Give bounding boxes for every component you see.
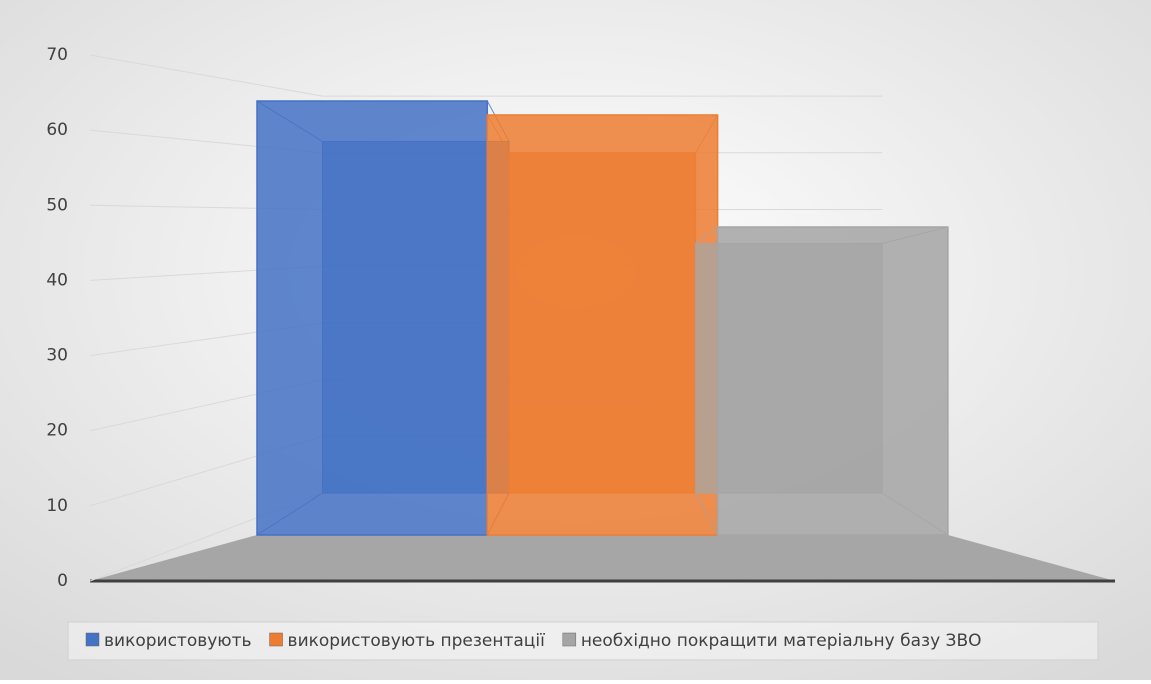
y-tick-label: 10	[46, 496, 68, 516]
legend-swatch	[562, 632, 577, 647]
y-tick-label: 30	[46, 346, 68, 366]
bar-edge	[695, 226, 718, 244]
bar	[486, 114, 719, 536]
legend-swatch	[85, 632, 100, 647]
bar-3d	[256, 100, 510, 536]
y-tick-label: 50	[46, 195, 68, 215]
legend-label: використовують	[104, 631, 252, 651]
bar-3d	[695, 226, 949, 536]
y-tick-label: 20	[46, 421, 68, 441]
bar	[256, 100, 489, 536]
y-tick-label: 40	[46, 270, 68, 290]
y-tick-label: 60	[46, 120, 68, 140]
bar-edge	[695, 492, 719, 536]
legend-label: необхідно покращити матеріальну базу ЗВО	[581, 631, 982, 651]
y-tick-label: 0	[57, 571, 68, 591]
legend-swatch	[269, 632, 283, 647]
bar	[716, 226, 949, 536]
legend-box	[67, 621, 1099, 661]
grid-line	[89, 54, 323, 97]
y-tick-label: 70	[46, 45, 68, 65]
legend-label: використовують презентації	[288, 631, 546, 651]
bar-3d	[486, 114, 719, 536]
floor	[90, 535, 1115, 581]
